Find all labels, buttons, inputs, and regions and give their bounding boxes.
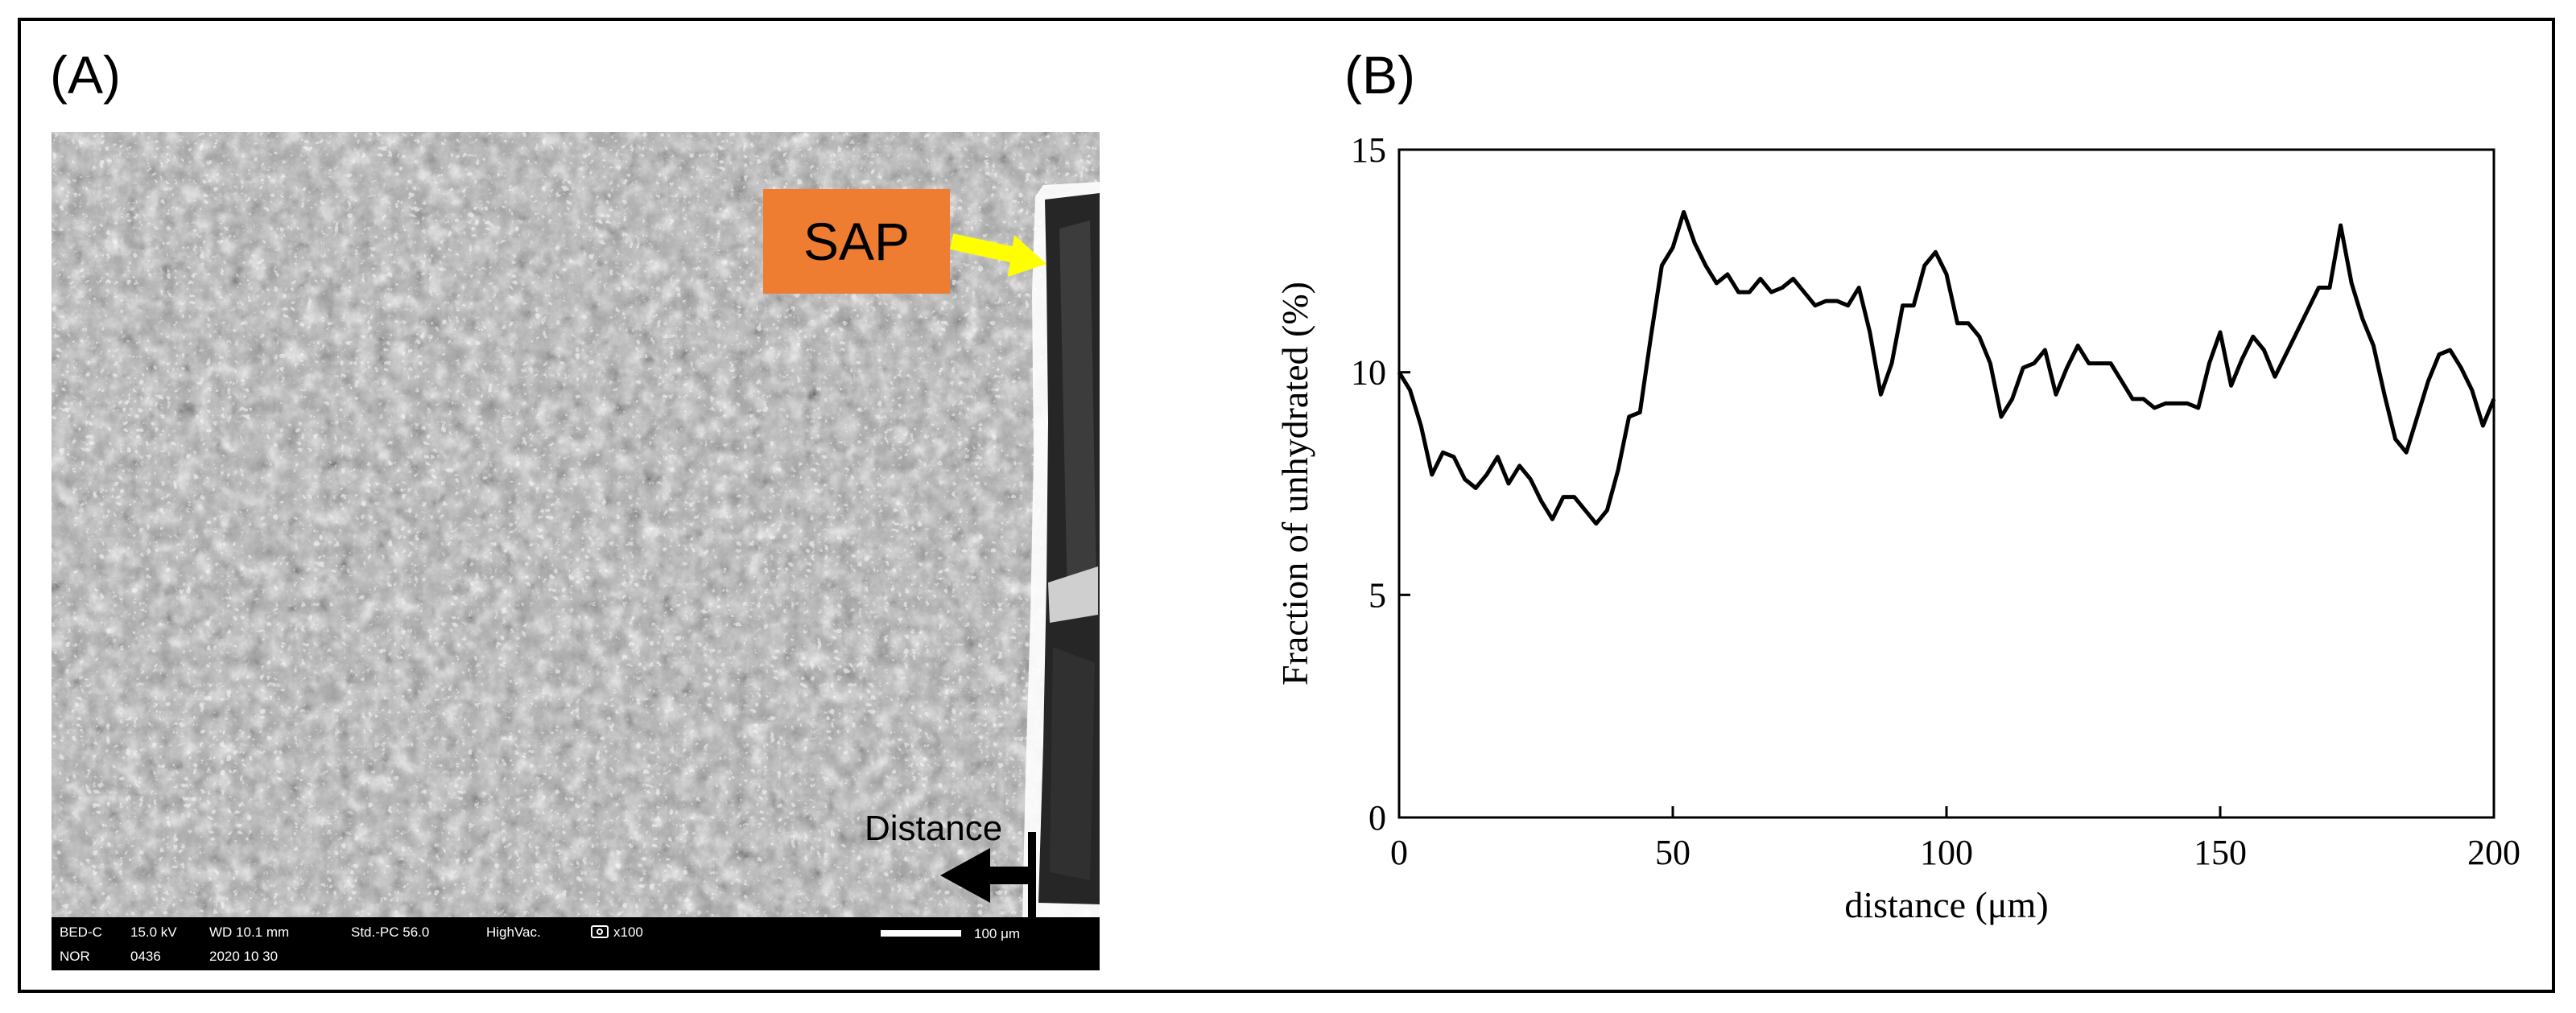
scale-bar-label: 100 μm xyxy=(974,926,1021,941)
y-tick-label: 15 xyxy=(1351,130,1386,170)
y-tick-label: 10 xyxy=(1351,353,1386,393)
x-tick-label: 200 xyxy=(2467,833,2520,872)
x-tick-label: 100 xyxy=(1920,833,1973,872)
y-axis-ticks: 0 5 10 15 xyxy=(1351,130,1410,838)
y-tick-label: 0 xyxy=(1368,798,1386,838)
callout-arrow-head xyxy=(1008,235,1046,277)
series-line xyxy=(1397,210,2496,526)
x-tick-label: 150 xyxy=(2194,833,2247,872)
info-working-distance: WD 10.1 mm xyxy=(209,924,290,940)
info-mode: NOR xyxy=(60,949,90,964)
panel-a-label: (A) xyxy=(50,45,121,105)
sap-callout-label: SAP xyxy=(763,189,950,294)
info-detector: BED-C xyxy=(60,924,102,940)
x-tick-label: 0 xyxy=(1390,833,1408,872)
y-tick-label: 5 xyxy=(1368,575,1386,615)
plot-area-frame xyxy=(1397,148,2496,819)
info-magnification: x100 xyxy=(613,924,643,940)
sem-micrograph: SAP Distance BED-C 15.0 kV WD 10.1 mm St… xyxy=(52,132,1100,970)
info-probe-current: Std.-PC 56.0 xyxy=(351,924,430,940)
distance-arrow-head xyxy=(940,848,990,903)
x-axis-ticks: 0 50 100 150 200 xyxy=(1390,806,2520,872)
sem-info-bar: BED-C 15.0 kV WD 10.1 mm Std.-PC 56.0 Hi… xyxy=(52,917,1100,970)
info-image-number: 0436 xyxy=(130,949,161,964)
info-vacuum: HighVac. xyxy=(486,924,541,940)
info-voltage: 15.0 kV xyxy=(130,924,177,940)
camera-icon xyxy=(591,925,609,938)
x-axis-title: distance (μm) xyxy=(1844,884,2048,925)
sem-overlay xyxy=(940,233,1046,917)
y-axis-title: Fraction of unhydrated (%) xyxy=(1274,282,1315,686)
panel-b-label: (B) xyxy=(1344,45,1415,105)
x-tick-label: 50 xyxy=(1655,833,1690,872)
distance-arrow-label: Distance xyxy=(865,809,1003,848)
info-date: 2020 10 30 xyxy=(209,949,279,964)
scale-bar xyxy=(881,930,961,937)
